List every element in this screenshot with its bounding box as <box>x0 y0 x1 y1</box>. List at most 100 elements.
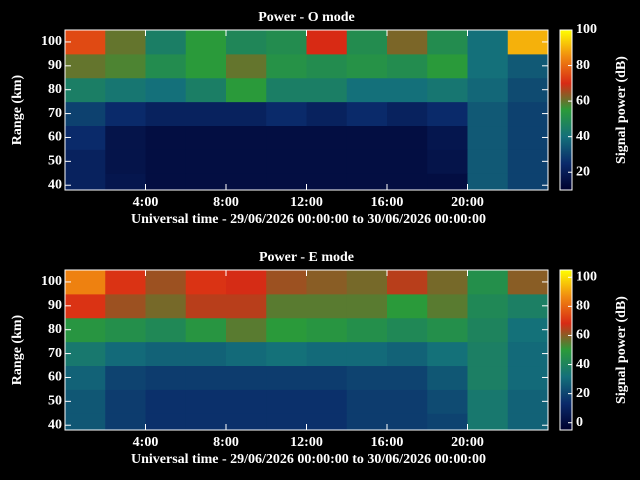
heatmap-cell <box>65 413 106 431</box>
heatmap-cell <box>306 77 348 103</box>
y-tick-label: 70 <box>48 346 62 361</box>
heatmap-cell <box>387 77 428 103</box>
heatmap-cell <box>105 101 146 127</box>
heatmap-cell <box>427 101 468 127</box>
heatmap-cell <box>105 270 146 295</box>
heatmap-cell <box>266 317 307 343</box>
heatmap-cell <box>507 317 549 343</box>
heatmap-cell <box>145 365 187 390</box>
heatmap-cell <box>387 30 428 55</box>
heatmap-cell <box>266 389 307 414</box>
heatmap-cell <box>467 293 509 319</box>
heatmap-cell <box>266 30 307 55</box>
heatmap-cell <box>427 149 468 174</box>
heatmap-cell <box>266 270 307 295</box>
y-tick-label: 70 <box>48 106 62 121</box>
heatmap-cell <box>467 341 509 367</box>
heatmap-cell <box>306 270 348 295</box>
x-tick-label: 8:00 <box>213 195 239 210</box>
x-tick-label: 4:00 <box>133 195 159 210</box>
heatmap-cell <box>387 270 428 295</box>
heatmap-cell <box>507 413 549 431</box>
heatmap-cell <box>65 101 106 127</box>
heatmap-cell <box>226 53 267 79</box>
heatmap-cell <box>65 30 106 55</box>
heatmap-cell <box>467 125 509 150</box>
heatmap-cell <box>387 317 428 343</box>
heatmap-cell <box>346 389 388 414</box>
heatmap-cell <box>185 101 227 127</box>
heatmap-cell <box>145 30 187 55</box>
x-tick-label: 12:00 <box>290 435 323 450</box>
heatmap-cell <box>467 413 509 431</box>
y-tick-label: 50 <box>48 394 62 409</box>
heatmap-cell <box>185 53 227 79</box>
heatmap-cell <box>105 293 146 319</box>
heatmap-cell <box>105 77 146 103</box>
x-tick-label: 16:00 <box>371 195 404 210</box>
heatmap-cell <box>427 53 468 79</box>
heatmap-cell <box>507 125 549 150</box>
heatmap-cell <box>427 30 468 55</box>
heatmap-cell <box>306 365 348 390</box>
heatmap-cell <box>105 173 146 191</box>
heatmap-cell <box>266 341 307 367</box>
heatmap-cell <box>65 77 106 103</box>
heatmap-cell <box>65 293 106 319</box>
y-tick-label: 90 <box>48 298 62 313</box>
heatmap-cell <box>226 317 267 343</box>
heatmap-cell <box>105 125 146 150</box>
x-axis-label: Universal time - 29/06/2026 00:00:00 to … <box>131 452 486 467</box>
heatmap-cell <box>185 125 227 150</box>
heatmap-cell <box>226 173 267 191</box>
heatmap-cell <box>226 293 267 319</box>
colorbar <box>559 29 573 191</box>
colorbar-tick-label: 0 <box>576 415 583 430</box>
heatmap-cell <box>266 125 307 150</box>
heatmap-cell <box>266 149 307 174</box>
heatmap-cell <box>467 149 509 174</box>
y-tick-label: 80 <box>48 322 62 337</box>
heatmap-cell <box>266 77 307 103</box>
heatmap-cell <box>467 30 509 55</box>
heatmap-cell <box>145 389 187 414</box>
heatmap-cell <box>427 389 468 414</box>
heatmap-cell <box>105 53 146 79</box>
y-tick-label: 90 <box>48 58 62 73</box>
y-tick-label: 80 <box>48 82 62 97</box>
heatmap-cell <box>65 53 106 79</box>
heatmap-cell <box>226 30 267 55</box>
heatmap-cell <box>427 341 468 367</box>
heatmap-cell <box>306 101 348 127</box>
heatmap-cell <box>346 125 388 150</box>
heatmap-cell <box>507 77 549 103</box>
heatmap-cell <box>467 365 509 390</box>
heatmap-cell <box>226 125 267 150</box>
heatmap-cell <box>507 270 549 295</box>
heatmap-cell <box>145 293 187 319</box>
heatmap-cell <box>145 125 187 150</box>
heatmap-cell <box>346 293 388 319</box>
heatmap-cell <box>65 341 106 367</box>
y-tick-label: 50 <box>48 154 62 169</box>
heatmap-cell <box>226 77 267 103</box>
x-tick-label: 8:00 <box>213 435 239 450</box>
chart-title: Power - O mode <box>258 10 355 25</box>
heatmap-cell <box>427 413 468 431</box>
heatmap-cell <box>145 149 187 174</box>
colorbar-label: Signal power (dB) <box>614 56 629 164</box>
heatmap-cell <box>266 365 307 390</box>
heatmap-cell <box>387 389 428 414</box>
heatmap-cell <box>387 341 428 367</box>
heatmap-cell <box>65 125 106 150</box>
y-tick-label: 60 <box>48 130 62 145</box>
heatmap-cell <box>185 413 227 431</box>
heatmap-cell <box>346 341 388 367</box>
heatmap-cell <box>145 53 187 79</box>
x-tick-label: 4:00 <box>133 435 159 450</box>
heatmap-cell <box>185 293 227 319</box>
y-tick-label: 100 <box>41 274 62 289</box>
heatmap-cell <box>306 317 348 343</box>
heatmap-cell <box>65 270 106 295</box>
heatmap-cell <box>507 149 549 174</box>
